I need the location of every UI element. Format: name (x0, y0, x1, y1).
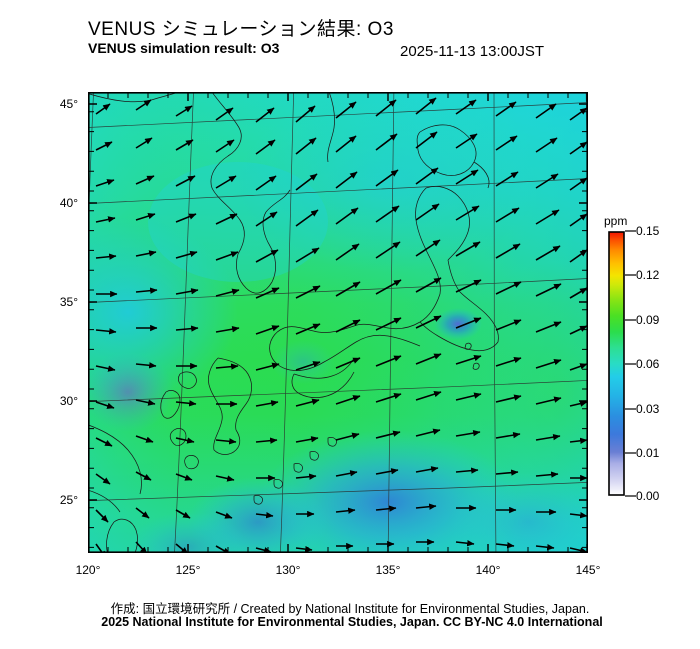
footer-credit: 作成: 国立環境研究所 / Created by National Instit… (110, 602, 590, 616)
map-plot (88, 92, 588, 553)
x-tick-label: 120° (75, 563, 101, 577)
colorbar (608, 231, 625, 496)
colorbar-tick-label: 0.09 (636, 313, 660, 327)
page-title-japanese: VENUS シミュレーション結果: O3 (88, 19, 394, 40)
x-tick-label: 125° (175, 563, 201, 577)
colorbar-unit-label: ppm (604, 214, 628, 228)
y-tick-label: 25° (59, 493, 78, 507)
y-tick-label: 30° (59, 394, 78, 408)
x-tick-label: 145° (575, 563, 601, 577)
x-tick-label: 130° (275, 563, 301, 577)
colorbar-tick-label: 0.01 (636, 446, 660, 460)
y-tick-label: 35° (59, 295, 78, 309)
coastlines (88, 92, 499, 553)
colorbar-tick-label: 0.03 (636, 402, 660, 416)
y-tick-label: 40° (59, 196, 78, 210)
colorbar-tick-label: 0.00 (636, 489, 660, 503)
colorbar-tick-label: 0.15 (636, 224, 660, 238)
x-tick-label: 135° (375, 563, 401, 577)
y-tick-label: 45° (59, 97, 78, 111)
page-title-english: VENUS simulation result: O3 (88, 40, 280, 56)
colorbar-tick-label: 0.12 (636, 268, 660, 282)
x-tick-label: 140° (475, 563, 501, 577)
wind-vectors (95, 97, 588, 553)
plot-frame (88, 92, 588, 553)
timestamp-label: 2025-11-13 13:00JST (400, 43, 544, 60)
footer-license: 2025 National Institute for Environmenta… (101, 615, 603, 629)
colorbar-tick-label: 0.06 (636, 357, 660, 371)
